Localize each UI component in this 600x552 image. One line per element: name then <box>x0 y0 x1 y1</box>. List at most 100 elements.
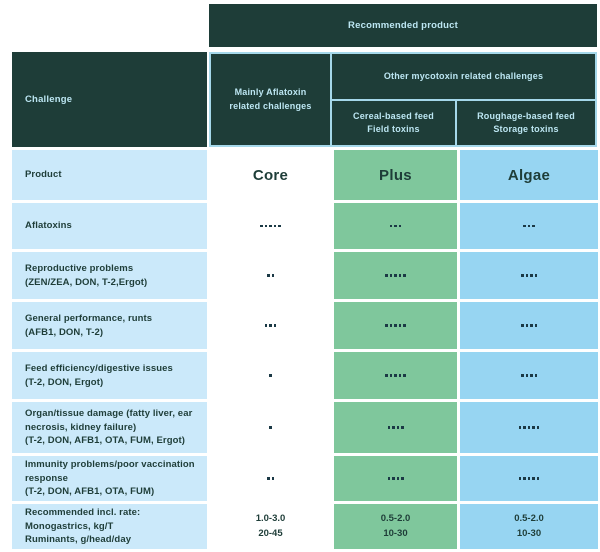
rate-plus-values: 0.5-2.0 10-30 <box>381 512 411 541</box>
rating-dots <box>269 426 272 429</box>
rate-plus-ruminants: 10-30 <box>383 527 408 539</box>
roughage-feed-subheader: Roughage-based feed Storage toxins <box>457 101 595 145</box>
cereal-feed-line1: Cereal-based feed <box>353 110 434 121</box>
rate-label-line1: Recommended incl. rate: <box>25 506 141 518</box>
rating-dots <box>387 477 404 480</box>
row-label-cell: General performance, runts (AFB1, DON, T… <box>12 302 207 349</box>
rating-dots <box>264 324 277 327</box>
recommended-product-label: Recommended product <box>348 20 458 31</box>
cereal-feed-line2: Field toxins <box>367 124 420 134</box>
row-label: Immunity problems/poor vaccination respo… <box>12 458 207 499</box>
row-label: Organ/tissue damage (fatty liver, ear ne… <box>12 407 207 448</box>
row-label-cell: Aflatoxins <box>12 203 207 249</box>
challenge-header-label: Challenge <box>25 94 73 105</box>
other-mycotoxin-label: Other mycotoxin related challenges <box>383 70 544 81</box>
row-label-text: Aflatoxins <box>25 220 72 232</box>
rate-label-line3: Ruminants, g/head/day <box>25 534 132 546</box>
mainly-aflatoxin-header: Mainly Aflatoxin related challenges <box>211 54 330 145</box>
rate-label: Recommended incl. rate: Monogastrics, kg… <box>12 506 150 547</box>
rating-dots <box>385 274 406 277</box>
row-label-cell: Feed efficiency/digestive issues (T-2, D… <box>12 352 207 399</box>
rating-dots <box>521 324 537 327</box>
product-plus-cell: Plus <box>334 150 457 200</box>
rating-dots <box>269 374 272 377</box>
rating-core-cell <box>210 352 331 399</box>
rate-label-line2: Monogastrics, kg/T <box>25 520 114 532</box>
rating-dots <box>385 324 406 327</box>
rate-algae-ruminants: 10-30 <box>516 527 542 539</box>
roughage-feed-line2: Storage toxins <box>493 124 559 134</box>
product-row-label: Product <box>25 169 62 181</box>
rating-dots <box>267 477 274 480</box>
rating-core-cell <box>210 302 331 349</box>
rate-core-monogastrics: 1.0-3.0 <box>255 512 286 524</box>
row-sublabel: (T-2, DON, AFB1, OTA, FUM, Ergot) <box>25 435 186 447</box>
row-label: Reproductive problems (ZEN/ZEA, DON, T-2… <box>12 262 157 290</box>
rating-algae-cell <box>460 402 598 453</box>
rate-plus-cell: 0.5-2.0 10-30 <box>334 504 457 549</box>
product-row: Product Core Plus Algae <box>12 150 598 200</box>
row-sublabel: (ZEN/ZEA, DON, T-2,Ergot) <box>25 276 148 288</box>
rating-algae-cell <box>460 252 598 299</box>
row-label-text: Reproductive problems <box>25 262 134 274</box>
rating-dots <box>389 224 402 228</box>
row-sublabel: (AFB1, DON, T-2) <box>25 326 104 338</box>
row-label-cell: Organ/tissue damage (fatty liver, ear ne… <box>12 402 207 453</box>
rating-algae-cell <box>460 456 598 501</box>
row-label-text: General performance, runts <box>25 312 153 324</box>
rating-dots <box>385 374 406 377</box>
rating-core-cell <box>210 456 331 501</box>
rating-dots <box>518 477 540 480</box>
product-core-cell: Core <box>210 150 331 200</box>
rate-algae-values: 0.5-2.0 10-30 <box>514 512 544 541</box>
challenge-row-general-performance: General performance, runts (AFB1, DON, T… <box>12 302 598 349</box>
rating-algae-cell <box>460 302 598 349</box>
algae-product-name: Algae <box>507 166 551 184</box>
rate-core-ruminants: 20-45 <box>258 527 283 539</box>
product-group-headers: Mainly Aflatoxin related challenges Othe… <box>209 52 597 147</box>
rating-dots <box>260 224 281 228</box>
cereal-feed-label: Cereal-based feed Field toxins <box>353 110 434 136</box>
rating-plus-cell <box>334 456 457 501</box>
roughage-feed-label: Roughage-based feed Storage toxins <box>477 110 575 136</box>
rate-algae-monogastrics: 0.5-2.0 <box>514 512 544 524</box>
header-row: Challenge Mainly Aflatoxin related chall… <box>12 52 598 147</box>
rating-plus-cell <box>334 252 457 299</box>
row-label: Aflatoxins <box>12 219 82 233</box>
rate-label-cell: Recommended incl. rate: Monogastrics, kg… <box>12 504 207 549</box>
table-body: Recommended product Challenge Mainly Afl… <box>12 4 598 549</box>
rate-plus-monogastrics: 0.5-2.0 <box>380 512 411 524</box>
challenge-header: Challenge <box>12 52 207 147</box>
rating-dots <box>267 274 274 277</box>
row-label-text: Feed efficiency/digestive issues <box>25 362 173 374</box>
rate-core-cell: 1.0-3.0 20-45 <box>210 504 331 549</box>
rating-plus-cell <box>334 302 457 349</box>
rating-plus-cell <box>334 203 457 249</box>
rating-dots <box>523 224 535 228</box>
rating-plus-cell <box>334 352 457 399</box>
recommended-product-header: Recommended product <box>209 4 597 47</box>
rate-core-values: 1.0-3.0 20-45 <box>256 512 286 541</box>
challenge-row-organ-damage: Organ/tissue damage (fatty liver, ear ne… <box>12 402 598 453</box>
row-label-cell: Immunity problems/poor vaccination respo… <box>12 456 207 501</box>
row-label: Feed efficiency/digestive issues (T-2, D… <box>12 362 183 390</box>
mainly-aflatoxin-label: Mainly Aflatoxin related challenges <box>229 87 312 111</box>
core-product-name: Core <box>252 166 289 184</box>
challenge-row-immunity: Immunity problems/poor vaccination respo… <box>12 456 598 501</box>
row-sublabel: (T-2, DON, AFB1, OTA, FUM) <box>25 486 155 498</box>
band-spacer <box>12 4 209 47</box>
rating-plus-cell <box>334 402 457 453</box>
plus-product-name: Plus <box>379 166 412 184</box>
row-label: General performance, runts (AFB1, DON, T… <box>12 312 162 340</box>
roughage-feed-line1: Roughage-based feed <box>477 110 575 121</box>
rating-dots <box>521 274 537 277</box>
rating-algae-cell <box>460 203 598 249</box>
rating-core-cell <box>210 252 331 299</box>
product-row-label-cell: Product <box>12 150 207 200</box>
rating-core-cell <box>210 203 331 249</box>
row-label-text: Organ/tissue damage (fatty liver, ear ne… <box>25 407 193 433</box>
rating-dots <box>518 426 540 429</box>
inclusion-rate-row: Recommended incl. rate: Monogastrics, kg… <box>12 504 598 549</box>
rate-algae-cell: 0.5-2.0 10-30 <box>460 504 598 549</box>
